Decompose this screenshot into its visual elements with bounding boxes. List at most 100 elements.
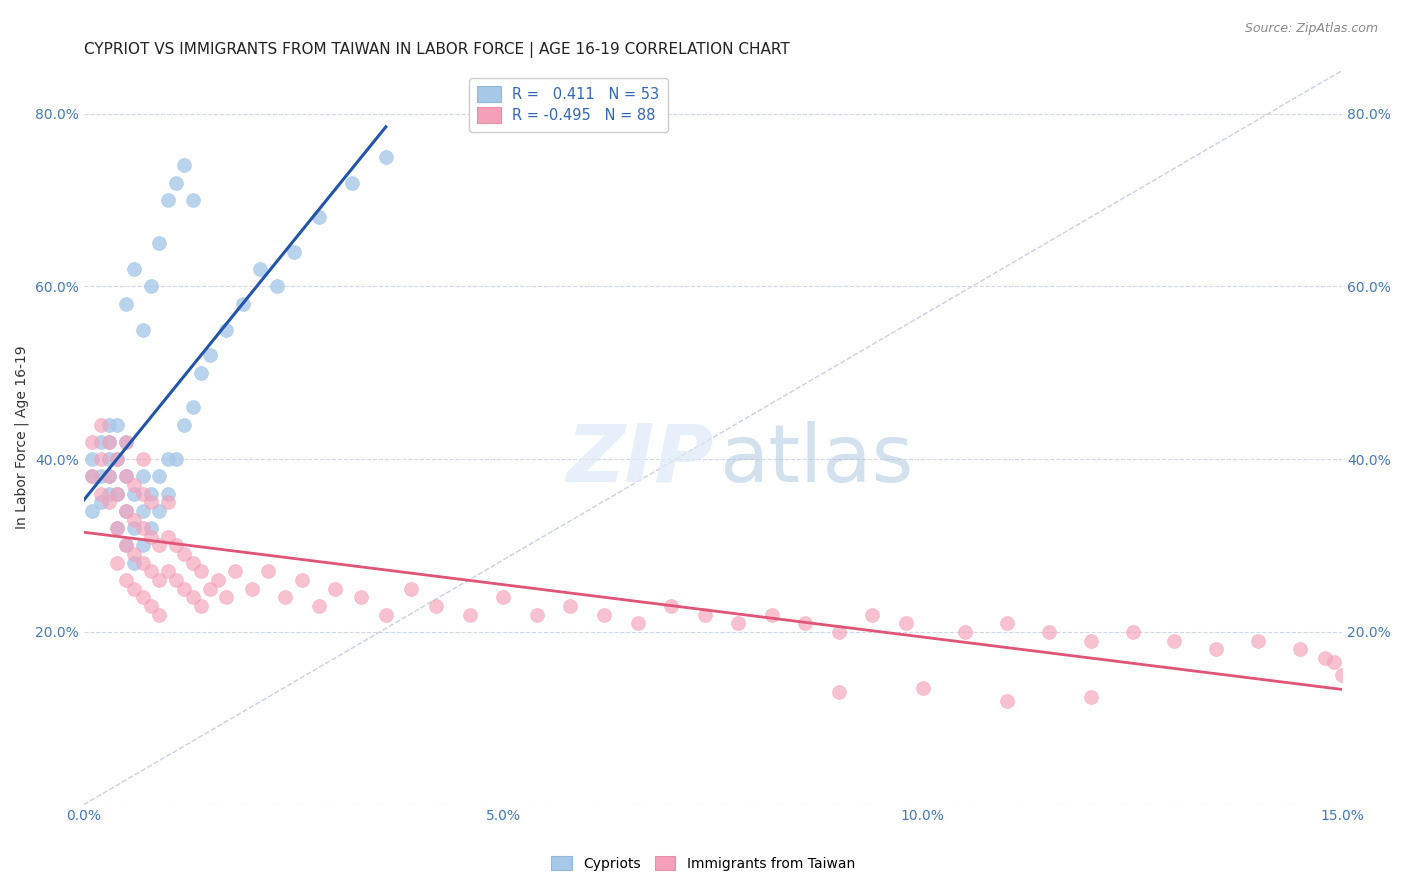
Point — [342, 176, 364, 190]
Point — [266, 279, 288, 293]
Point — [1331, 668, 1354, 682]
Point — [257, 565, 280, 579]
Point — [139, 599, 162, 613]
Point — [1247, 633, 1270, 648]
Point — [105, 452, 128, 467]
Point — [90, 486, 112, 500]
Point — [1080, 633, 1102, 648]
Point — [148, 236, 170, 251]
Point — [131, 486, 153, 500]
Point — [173, 158, 195, 172]
Point — [181, 556, 204, 570]
Point — [114, 504, 136, 518]
Point — [105, 452, 128, 467]
Point — [308, 599, 330, 613]
Point — [122, 262, 145, 277]
Text: ZIP: ZIP — [565, 420, 713, 499]
Point — [131, 452, 153, 467]
Text: Source: ZipAtlas.com: Source: ZipAtlas.com — [1244, 22, 1378, 36]
Point — [97, 495, 120, 509]
Point — [131, 504, 153, 518]
Point — [139, 530, 162, 544]
Point — [114, 539, 136, 553]
Point — [122, 478, 145, 492]
Point — [97, 417, 120, 432]
Point — [131, 539, 153, 553]
Point — [224, 565, 246, 579]
Point — [207, 573, 229, 587]
Point — [165, 539, 187, 553]
Point — [82, 434, 104, 449]
Point — [114, 504, 136, 518]
Point — [90, 469, 112, 483]
Point — [165, 573, 187, 587]
Point — [131, 469, 153, 483]
Point — [181, 591, 204, 605]
Point — [165, 176, 187, 190]
Point — [82, 469, 104, 483]
Point — [82, 452, 104, 467]
Point — [131, 591, 153, 605]
Point — [114, 469, 136, 483]
Point — [374, 150, 396, 164]
Point — [139, 565, 162, 579]
Point — [122, 512, 145, 526]
Point — [240, 582, 263, 596]
Text: CYPRIOT VS IMMIGRANTS FROM TAIWAN IN LABOR FORCE | AGE 16-19 CORRELATION CHART: CYPRIOT VS IMMIGRANTS FROM TAIWAN IN LAB… — [84, 42, 790, 58]
Legend: Cypriots, Immigrants from Taiwan: Cypriots, Immigrants from Taiwan — [546, 850, 860, 876]
Point — [198, 582, 221, 596]
Point — [156, 193, 179, 207]
Point — [325, 582, 347, 596]
Point — [97, 469, 120, 483]
Point — [139, 486, 162, 500]
Point — [1289, 642, 1312, 657]
Point — [693, 607, 716, 622]
Text: atlas: atlas — [720, 420, 914, 499]
Point — [90, 452, 112, 467]
Point — [828, 685, 851, 699]
Point — [114, 573, 136, 587]
Point — [105, 486, 128, 500]
Point — [97, 434, 120, 449]
Point — [114, 434, 136, 449]
Point — [593, 607, 616, 622]
Point — [492, 591, 515, 605]
Point — [232, 296, 254, 310]
Point — [1163, 633, 1185, 648]
Point — [374, 607, 396, 622]
Point — [131, 556, 153, 570]
Point — [156, 565, 179, 579]
Point — [425, 599, 447, 613]
Point — [181, 401, 204, 415]
Point — [190, 599, 212, 613]
Point — [274, 591, 297, 605]
Y-axis label: In Labor Force | Age 16-19: In Labor Force | Age 16-19 — [15, 346, 30, 529]
Point — [156, 495, 179, 509]
Point — [995, 694, 1018, 708]
Point — [727, 616, 749, 631]
Point — [114, 296, 136, 310]
Point — [1038, 624, 1060, 639]
Point — [181, 193, 204, 207]
Point — [761, 607, 783, 622]
Point — [122, 547, 145, 561]
Point — [131, 521, 153, 535]
Point — [90, 495, 112, 509]
Point — [156, 486, 179, 500]
Point — [198, 349, 221, 363]
Point — [139, 279, 162, 293]
Point — [659, 599, 682, 613]
Point — [90, 434, 112, 449]
Point — [97, 486, 120, 500]
Point — [114, 469, 136, 483]
Point — [626, 616, 648, 631]
Point — [82, 469, 104, 483]
Point — [97, 434, 120, 449]
Point — [308, 211, 330, 225]
Point — [399, 582, 422, 596]
Point — [122, 521, 145, 535]
Point — [249, 262, 271, 277]
Point — [190, 565, 212, 579]
Point — [139, 495, 162, 509]
Point — [911, 681, 934, 695]
